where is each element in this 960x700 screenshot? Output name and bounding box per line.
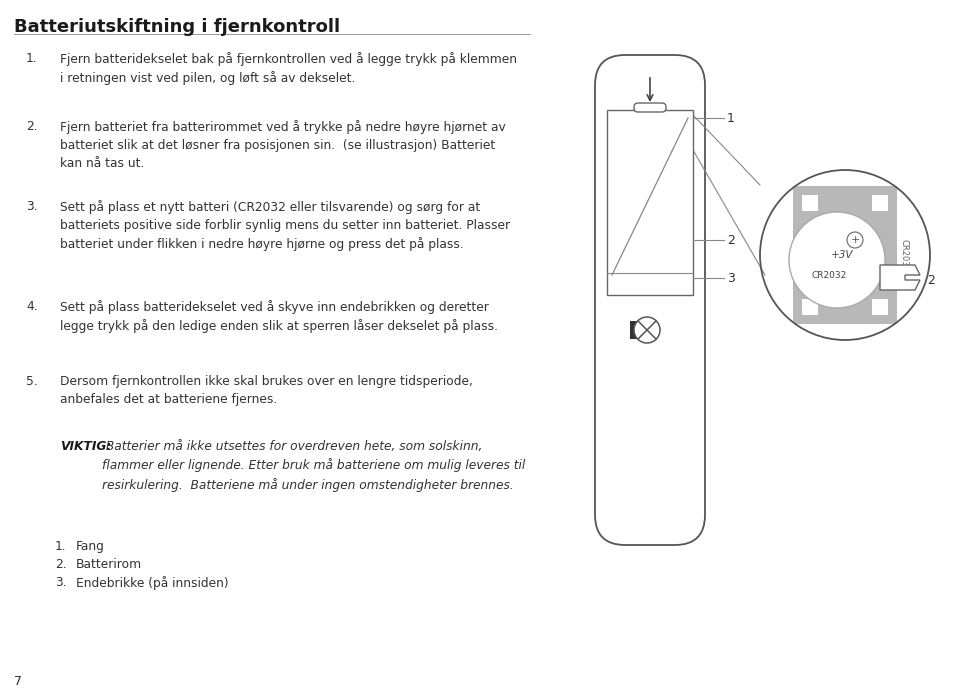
Text: 2.: 2.	[26, 120, 37, 133]
Text: Sett på plass batteridekselet ved å skyve inn endebrikken og deretter
legge tryk: Sett på plass batteridekselet ved å skyv…	[60, 300, 498, 333]
Text: 4.: 4.	[26, 300, 37, 313]
Text: 3.: 3.	[26, 200, 37, 213]
Text: Batteriutskiftning i fjernkontroll: Batteriutskiftning i fjernkontroll	[14, 18, 340, 36]
Text: CR2032: CR2032	[811, 272, 847, 281]
Text: Dersom fjernkontrollen ikke skal brukes over en lengre tidsperiode,
anbefales de: Dersom fjernkontrollen ikke skal brukes …	[60, 375, 473, 406]
Text: Fjern batteridekselet bak på fjernkontrollen ved å legge trykk på klemmen
i retn: Fjern batteridekselet bak på fjernkontro…	[60, 52, 517, 85]
Text: CR2032: CR2032	[899, 239, 908, 272]
Text: Batterirom: Batterirom	[76, 558, 142, 571]
Text: 3: 3	[727, 272, 734, 284]
Text: 2.: 2.	[55, 558, 66, 571]
Bar	[802, 195, 818, 211]
Text: Fjern batteriet fra batterirommet ved å trykke på nedre høyre hjørnet av
batteri: Fjern batteriet fra batterirommet ved å …	[60, 120, 506, 170]
Text: 5.: 5.	[26, 375, 37, 388]
Bar	[802, 299, 818, 315]
Circle shape	[789, 212, 885, 308]
Circle shape	[634, 317, 660, 343]
Bar	[872, 299, 888, 315]
Text: 1: 1	[727, 111, 734, 125]
Text: 2: 2	[727, 234, 734, 246]
Text: Batterier må ikke utsettes for overdreven hete, som solskinn,
flammer eller lign: Batterier må ikke utsettes for overdreve…	[102, 440, 525, 492]
Text: 3.: 3.	[55, 576, 66, 589]
FancyBboxPatch shape	[634, 103, 666, 112]
FancyBboxPatch shape	[595, 55, 705, 545]
Text: 1.: 1.	[26, 52, 37, 65]
Text: +: +	[851, 235, 860, 245]
FancyBboxPatch shape	[793, 186, 897, 324]
Polygon shape	[880, 265, 920, 290]
Text: 1.: 1.	[55, 540, 66, 553]
Text: VIKTIG:: VIKTIG:	[60, 440, 111, 453]
Text: Sett på plass et nytt batteri (CR2032 eller tilsvarende) og sørg for at
batterie: Sett på plass et nytt batteri (CR2032 el…	[60, 200, 510, 251]
Bar	[872, 195, 888, 211]
Text: +3V: +3V	[830, 250, 853, 260]
Bar	[607, 110, 693, 295]
Text: 2: 2	[927, 274, 935, 286]
Text: 7: 7	[14, 675, 22, 688]
Bar	[630, 321, 637, 339]
Text: Fang: Fang	[76, 540, 105, 553]
Text: Endebrikke (på innsiden): Endebrikke (på innsiden)	[76, 576, 228, 590]
